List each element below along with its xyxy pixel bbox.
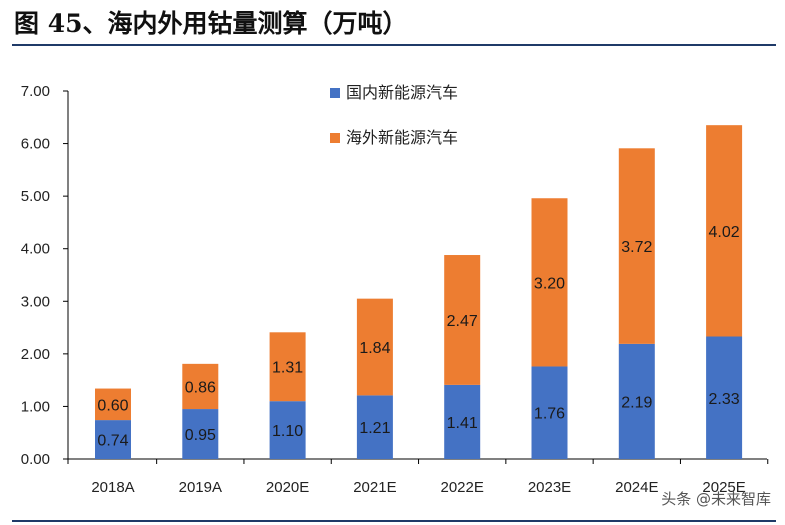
figure-title: 图 45、海内外用钴量测算（万吨）	[14, 9, 408, 38]
y-tick-label: 3.00	[21, 293, 50, 310]
legend-label: 国内新能源汽车	[346, 83, 458, 102]
bar-domestic	[95, 420, 131, 459]
title-underline	[12, 44, 776, 46]
x-tick-label: 2022E	[441, 479, 484, 496]
data-label-overseas: 1.84	[359, 340, 390, 357]
bottom-rule	[12, 520, 776, 522]
x-tick-label: 2023E	[528, 479, 571, 496]
x-tick-label: 2019A	[179, 479, 222, 496]
bar-overseas	[95, 388, 131, 421]
x-tick-label: 2021E	[353, 479, 396, 496]
bar-overseas	[269, 332, 306, 402]
watermark-text: 头条 @未来智库	[661, 490, 771, 508]
data-label-overseas: 0.60	[97, 397, 128, 414]
y-tick-label: 0.00	[21, 451, 50, 468]
data-label-domestic: 1.76	[534, 406, 565, 423]
data-label-overseas: 3.72	[621, 239, 652, 256]
bar-overseas	[182, 363, 219, 410]
data-label-domestic: 2.19	[621, 394, 652, 411]
y-tick-label: 6.00	[21, 136, 50, 153]
y-tick-label: 5.00	[21, 188, 50, 205]
bar-domestic	[182, 409, 219, 459]
watermark: 头条 @未来智库	[661, 488, 771, 509]
bar-domestic	[706, 336, 743, 459]
legend-label: 海外新能源汽车	[346, 128, 458, 147]
bar-overseas	[356, 298, 393, 396]
data-label-domestic: 0.74	[97, 433, 128, 450]
data-label-overseas: 0.86	[185, 379, 216, 396]
y-tick-label: 1.00	[21, 398, 50, 415]
y-tick-label: 4.00	[21, 241, 50, 258]
data-label-overseas: 3.20	[534, 275, 565, 292]
data-label-overseas: 1.31	[272, 360, 303, 377]
bar-overseas	[618, 148, 655, 344]
data-label-domestic: 1.21	[359, 420, 390, 437]
bar-domestic	[531, 366, 568, 459]
bar-domestic	[444, 384, 481, 459]
legend-swatch	[330, 133, 340, 143]
data-label-overseas: 4.02	[709, 224, 740, 241]
x-tick-label: 2020E	[266, 479, 309, 496]
bar-overseas	[706, 125, 743, 337]
data-label-domestic: 0.95	[185, 427, 216, 444]
x-tick-label: 2018A	[91, 479, 134, 496]
x-tick-label: 2024E	[615, 479, 658, 496]
bar-overseas	[444, 255, 481, 385]
bar-domestic	[269, 401, 306, 459]
bar-domestic	[356, 395, 393, 459]
bar-domestic	[618, 343, 655, 459]
legend-swatch	[330, 88, 340, 98]
data-label-domestic: 1.10	[272, 423, 303, 440]
y-tick-label: 7.00	[21, 83, 50, 100]
data-label-overseas: 2.47	[447, 313, 478, 330]
x-tick-label: 2025E	[702, 479, 745, 496]
y-tick-label: 2.00	[21, 346, 50, 363]
data-label-domestic: 1.41	[447, 415, 478, 432]
data-label-domestic: 2.33	[709, 391, 740, 408]
bar-overseas	[531, 198, 568, 367]
